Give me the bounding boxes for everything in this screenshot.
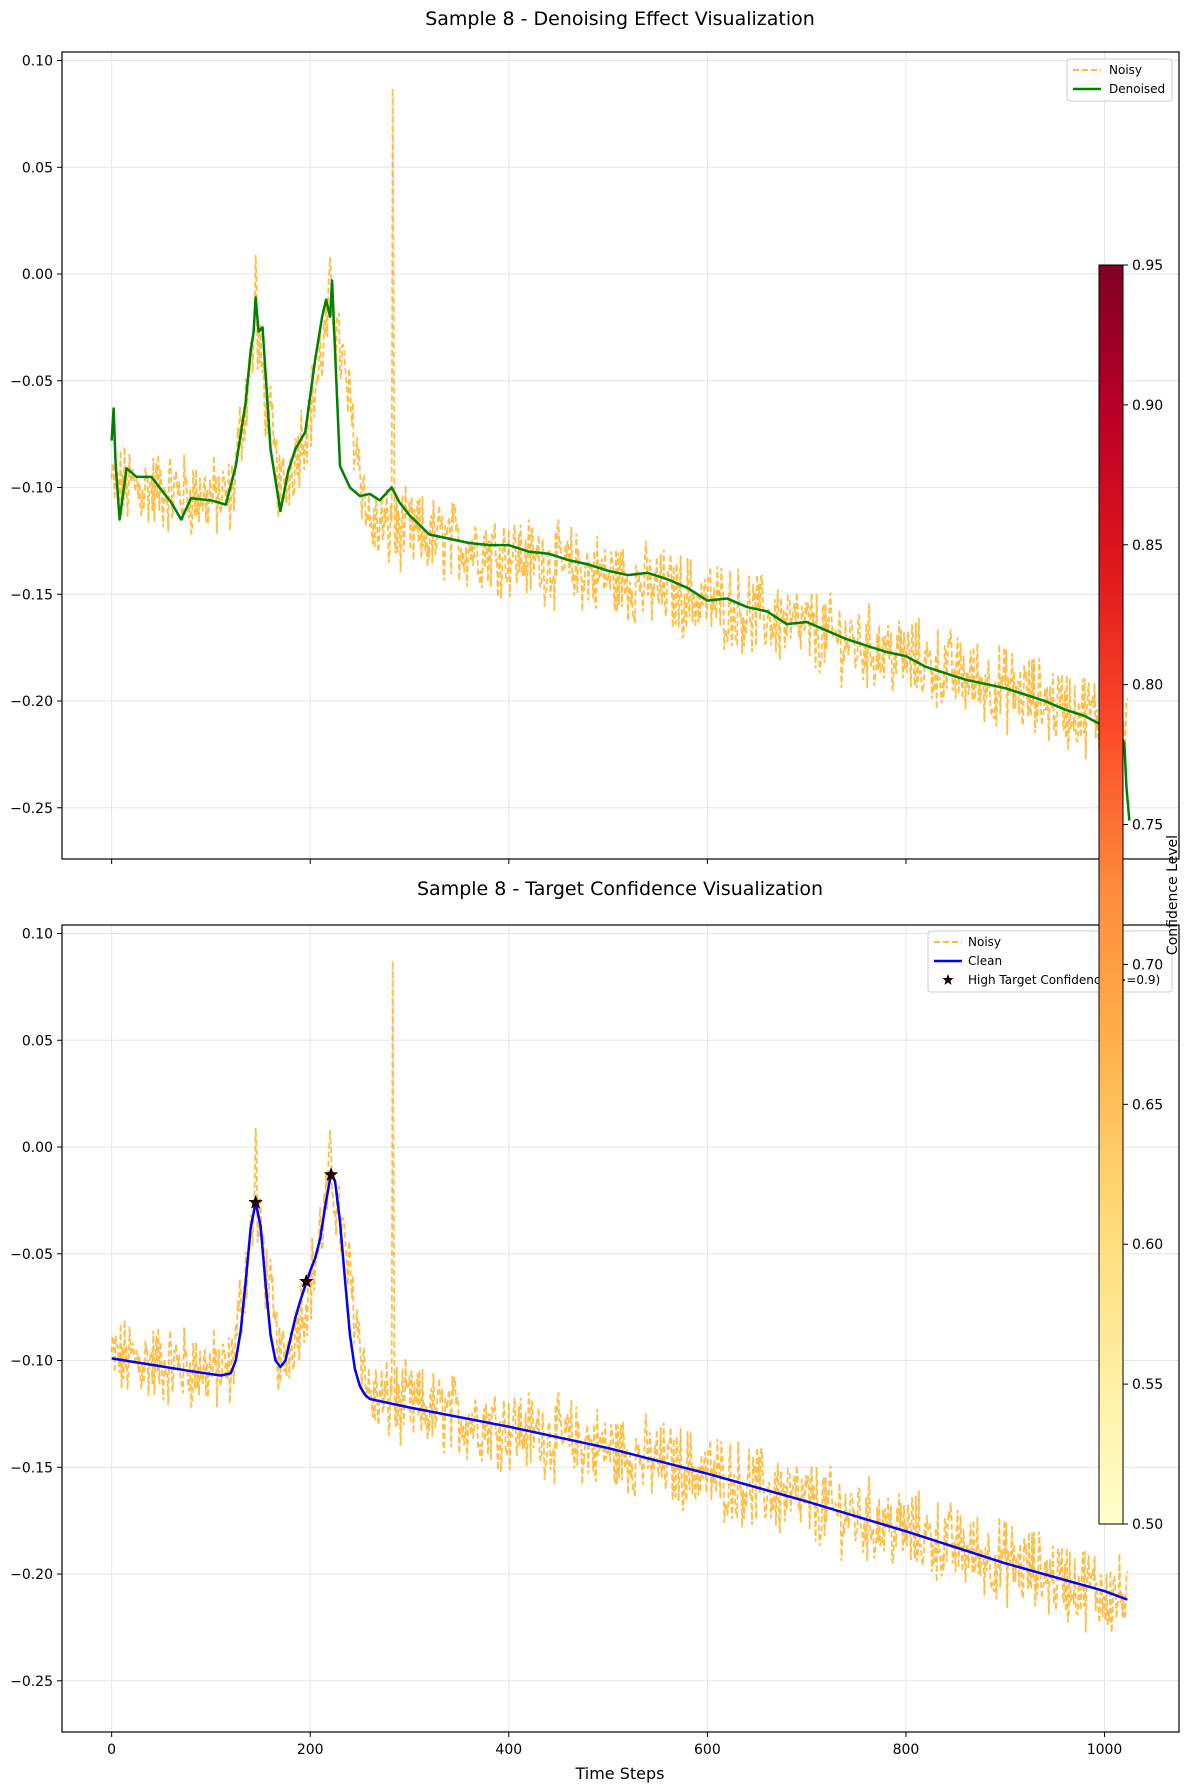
denoised-line — [110, 279, 1131, 821]
legend-clean-label: Clean — [968, 954, 1002, 968]
denoising-panel: Sample 8 - Denoising Effect Visualizatio… — [10, 8, 1180, 864]
top-chart-title: Sample 8 - Denoising Effect Visualizatio… — [425, 8, 815, 30]
bottom-chart-title: Sample 8 - Target Confidence Visualizati… — [417, 878, 823, 900]
legend-denoised-label: Denoised — [1109, 82, 1165, 96]
noisy-line — [110, 88, 1129, 760]
high-confidence-star — [248, 1194, 263, 1209]
y-tick-label: −0.10 — [10, 1354, 53, 1370]
x-tick-label: 600 — [694, 1742, 721, 1758]
x-tick-label: 200 — [297, 1742, 324, 1758]
top-noisy-series — [110, 88, 1129, 760]
colorbar: 0.50 0.55 0.60 0.65 0.70 0.75 0.80 0.85 0.90 0.95… — [1098, 258, 1181, 1533]
x-tick-label: 1000 — [1087, 1742, 1123, 1758]
colorbar-tick-label: 0.70 — [1132, 957, 1163, 973]
colorbar-tick-label: 0.50 — [1132, 1517, 1163, 1533]
x-tick-label: 400 — [495, 1742, 522, 1758]
y-tick-label: −0.05 — [10, 1247, 53, 1263]
colorbar-tick-label: 0.60 — [1132, 1237, 1163, 1253]
colorbar-tick-label: 0.65 — [1132, 1097, 1163, 1113]
top-y-axis: −0.25 −0.20 −0.15 −0.10 −0.05 0.00 0.05 0.10 — [10, 54, 62, 817]
y-tick-label: 0.05 — [22, 160, 53, 176]
colorbar-tick-label: 0.85 — [1132, 538, 1163, 554]
legend-noisy-label: Noisy — [968, 935, 1001, 949]
y-tick-label: 0.05 — [22, 1033, 53, 1049]
colorbar-tick-label: 0.80 — [1132, 678, 1163, 694]
confidence-panel: Sample 8 - Target Confidence Visualizati… — [10, 878, 1180, 1783]
y-tick-label: −0.25 — [10, 801, 53, 817]
high-confidence-star — [298, 1273, 314, 1288]
y-tick-label: −0.20 — [10, 1567, 53, 1583]
top-grid — [62, 52, 1179, 859]
y-tick-label: −0.25 — [10, 1674, 53, 1690]
bottom-grid — [62, 925, 1179, 1732]
x-tick-label: 0 — [107, 1742, 116, 1758]
top-denoised-series — [110, 279, 1131, 821]
y-tick-label: 0.00 — [22, 1140, 53, 1156]
colorbar-tick-label: 0.95 — [1132, 258, 1163, 274]
high-confidence-star — [323, 1167, 339, 1182]
top-plot-frame — [61, 51, 1180, 860]
top-x-axis — [111, 859, 1106, 864]
colorbar-label: Confidence Level — [1165, 835, 1181, 955]
legend-noisy-label: Noisy — [1109, 63, 1142, 77]
colorbar-ticks: 0.50 0.55 0.60 0.65 0.70 0.75 0.80 0.85 0.90 0.95 — [1123, 258, 1163, 1533]
y-tick-label: 0.10 — [22, 927, 53, 943]
high-confidence-markers — [248, 1167, 339, 1288]
colorbar-tick-label: 0.90 — [1132, 398, 1163, 414]
x-tick-label: 800 — [893, 1742, 920, 1758]
bottom-y-axis: −0.25 −0.20 −0.15 −0.10 −0.05 0.00 0.05 0.10 — [10, 927, 62, 1690]
bottom-noisy-series — [110, 961, 1129, 1633]
y-tick-label: −0.05 — [10, 374, 53, 390]
top-legend: Noisy Denoised — [1066, 58, 1173, 102]
clean-line — [111, 1173, 1128, 1601]
noisy-line — [110, 961, 1129, 1633]
colorbar-tick-label: 0.55 — [1132, 1377, 1163, 1393]
legend-star-label: High Target Confidence (>=0.9) — [968, 973, 1160, 987]
y-tick-label: −0.10 — [10, 481, 53, 497]
y-tick-label: 0.00 — [22, 267, 53, 283]
y-tick-label: −0.15 — [10, 1460, 53, 1476]
y-tick-label: −0.15 — [10, 587, 53, 603]
y-tick-label: −0.20 — [10, 694, 53, 710]
bottom-plot-frame — [61, 924, 1180, 1733]
legend-star-icon — [942, 974, 954, 985]
bottom-clean-series — [111, 1173, 1128, 1601]
x-axis-label: Time Steps — [574, 1764, 664, 1783]
bottom-x-axis: 0 200 400 600 800 1000 — [107, 1732, 1122, 1758]
colorbar-tick-label: 0.75 — [1132, 818, 1163, 834]
colorbar-gradient — [1098, 264, 1124, 1525]
y-tick-label: 0.10 — [22, 54, 53, 70]
